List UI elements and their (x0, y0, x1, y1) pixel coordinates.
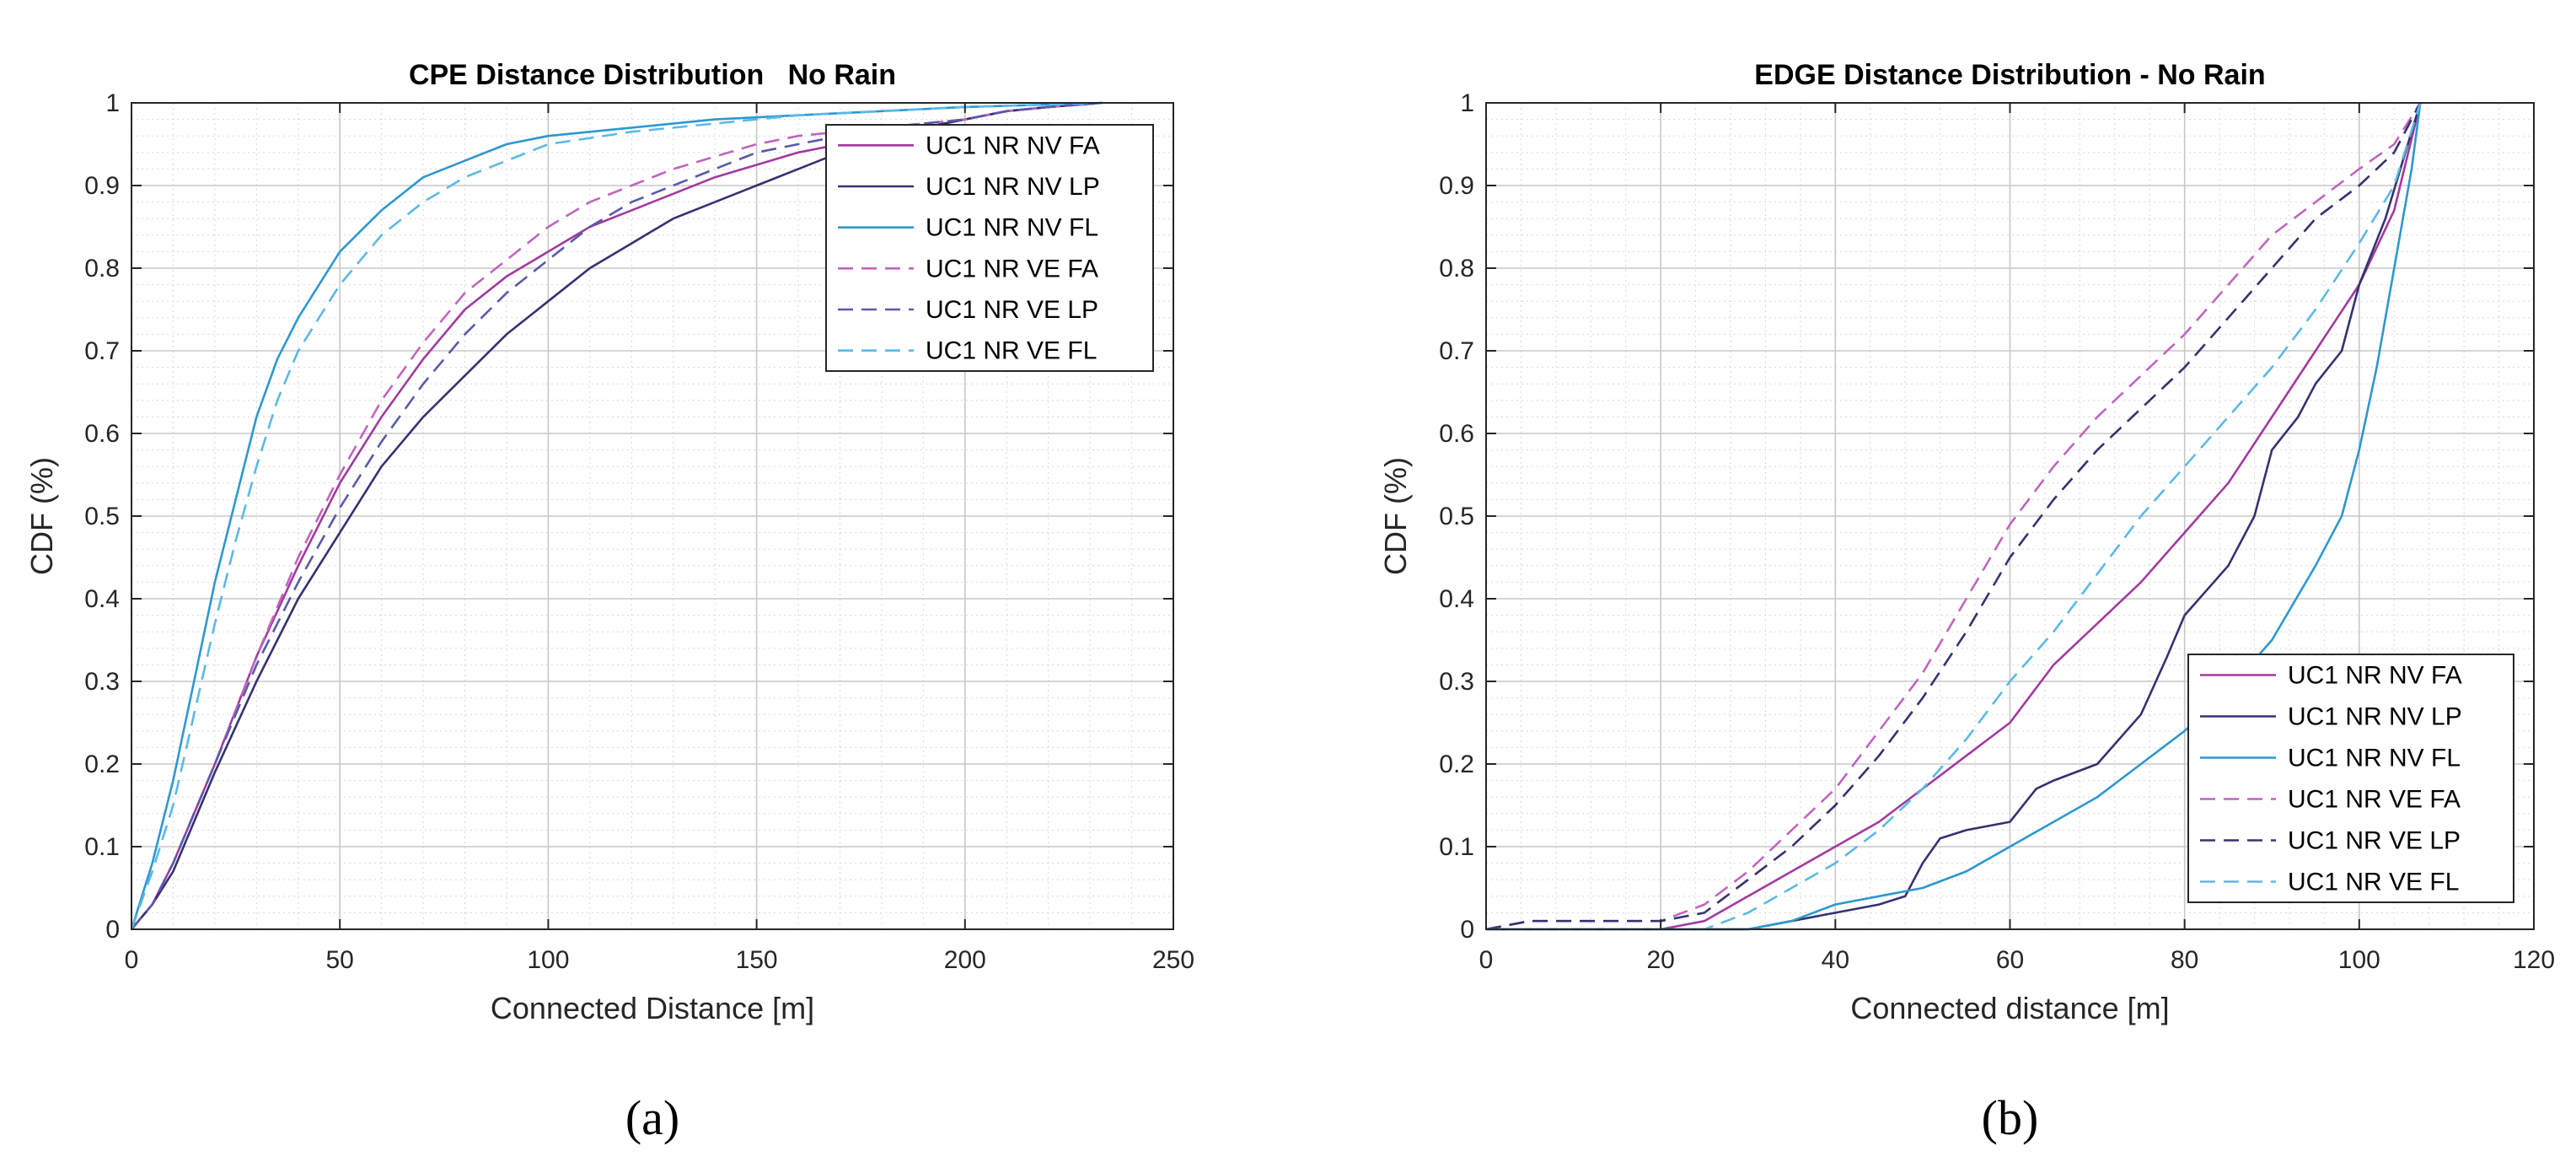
x-tick-label: 200 (944, 946, 986, 974)
y-tick-label: 0.2 (84, 751, 120, 778)
x-tick-label: 20 (1646, 946, 1674, 974)
y-tick-label: 0.7 (1439, 337, 1474, 365)
series-line-uc1-nr-nv-lp (1486, 102, 2422, 931)
y-tick-label: 0 (1460, 916, 1474, 944)
chart-a: 0 50 100 150 200 250 0 0.1 0.2 0.3 0.4 0.5 0.6 0.7 0.8… (24, 59, 1194, 1145)
legend-entry: UC1 NR VE FL (2288, 869, 2459, 896)
y-tick-label: 0.5 (1439, 503, 1474, 530)
y-tick-label: 0.4 (1439, 585, 1474, 613)
legend: UC1 NR NV FA UC1 NR NV LP UC1 NR NV FL UC1 … (2187, 654, 2514, 903)
chart-b: 0 20 40 60 80 100 120 0 0.1 0.2 0.3 0.4 0.5 0.6 0.7 0.8… (1378, 59, 2555, 1145)
series-line-uc1-nr-ve-lp (1485, 102, 2422, 931)
series-line-uc1-nr-ve-lp (131, 101, 1103, 930)
legend-entry: UC1 NR VE FA (2288, 786, 2461, 814)
series-line-uc1-nr-ve-fl (130, 101, 1103, 930)
chart-title: CPE Distance Distribution No Rain (409, 59, 896, 91)
y-tick-label: 0.3 (84, 668, 120, 696)
y-tick-label: 1 (1460, 89, 1474, 117)
y-tick-label: 0.9 (84, 172, 120, 200)
legend-box (2187, 654, 2514, 903)
x-tick-label: 0 (1479, 946, 1494, 974)
legend-entry: UC1 NR VE LP (926, 296, 1098, 324)
x-tick-label: 40 (1822, 946, 1849, 974)
legend-entry: UC1 NR NV FA (2288, 662, 2462, 690)
y-axis-label: CDF (%) (24, 457, 59, 575)
series-line-uc1-nr-ve-fa (1485, 102, 2422, 931)
series-line-uc1-nr-nv-fa (1486, 102, 2422, 931)
y-tick-label: 0 (105, 916, 120, 944)
series-line-uc1-nr-nv-fl (1486, 102, 2422, 931)
x-tick-label: 250 (1152, 946, 1194, 974)
series-line-uc1-nr-ve-fl (1486, 102, 2422, 931)
panel-label: (b) (1982, 1090, 2039, 1145)
legend-entry: UC1 NR NV LP (926, 173, 1100, 201)
y-tick-label: 0.2 (1439, 751, 1474, 778)
y-tick-label: 0.1 (1439, 833, 1474, 861)
legend: UC1 NR NV FA UC1 NR NV LP UC1 NR NV FL UC1 … (825, 124, 1154, 372)
legend-entry: UC1 NR NV LP (2288, 703, 2462, 731)
y-tick-label: 0.3 (1439, 668, 1474, 696)
legend-entry: UC1 NR VE FA (926, 255, 1098, 282)
y-tick-label: 0.4 (84, 585, 120, 613)
y-tick-label: 0.9 (1439, 172, 1474, 200)
y-tick-label: 0.1 (84, 833, 120, 861)
y-tick-label: 0.5 (84, 503, 120, 530)
y-tick-label: 0.8 (1439, 255, 1474, 282)
y-tick-label: 0.6 (84, 420, 120, 448)
x-axis-label: Connected distance [m] (1850, 991, 2169, 1025)
x-tick-label: 100 (2338, 946, 2380, 974)
series-line-uc1-nr-ve-fa (131, 101, 1103, 930)
y-tick-label: 0.7 (84, 337, 120, 365)
x-axis-label: Connected Distance [m] (491, 991, 814, 1025)
legend-entry: UC1 NR VE FL (926, 337, 1097, 365)
x-tick-label: 50 (326, 946, 354, 974)
x-tick-label: 60 (1996, 946, 2024, 974)
legend-box (825, 124, 1154, 372)
x-tick-label: 150 (736, 946, 778, 974)
y-tick-label: 1 (105, 89, 120, 117)
panel-label: (a) (625, 1090, 679, 1145)
legend-entry: UC1 NR NV FA (926, 132, 1100, 159)
x-tick-label: 100 (527, 946, 569, 974)
legend-entry: UC1 NR VE LP (2288, 827, 2461, 855)
legend-entry: UC1 NR NV FL (926, 214, 1098, 242)
y-axis-label: CDF (%) (1378, 457, 1413, 575)
y-tick-label: 0.8 (84, 255, 120, 282)
y-tick-label: 0.6 (1439, 420, 1474, 448)
x-tick-label: 80 (2171, 946, 2198, 974)
x-tick-label: 120 (2513, 946, 2555, 974)
x-tick-label: 0 (125, 946, 139, 974)
chart-title: EDGE Distance Distribution - No Rain (1754, 59, 2265, 91)
legend-entry: UC1 NR NV FL (2288, 745, 2461, 772)
